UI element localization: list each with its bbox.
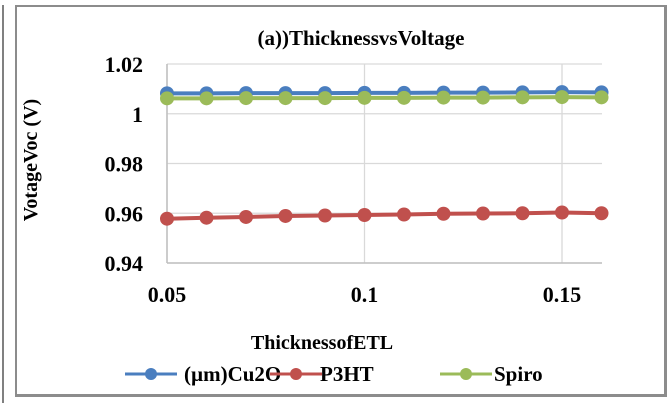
page-border-line [2,5,4,403]
data-point [436,206,451,221]
y-tick-label: 0.96 [105,201,144,226]
data-point [594,90,609,105]
y-tick-label: 1 [132,102,143,127]
data-point [199,210,214,225]
legend-label: Spiro [494,362,543,386]
x-tick-label: 0.15 [543,282,582,307]
legend-label: P3HT [320,362,374,386]
legend-item: P3HT [270,362,374,386]
data-point [278,208,293,223]
x-axis-label: ThicknessofETL [251,332,393,354]
data-point [318,91,332,106]
series-line [167,90,602,96]
legend-marker [145,368,157,380]
data-point [515,90,530,105]
series-p3ht [160,205,609,226]
data-point [397,207,411,222]
y-tick-labels: 0.94 0.96 0.98 1 1.02 [105,52,144,276]
y-tick-label: 0.94 [105,251,144,276]
data-point [436,90,451,105]
x-tick-labels: 0.05 0.1 0.15 [148,282,582,307]
chart-frame [15,5,667,397]
legend-item: Spiro [440,362,543,386]
chart-title: (a))ThicknessvsVoltage [258,26,465,50]
series-line [167,95,602,101]
data-point [476,206,490,221]
data-point [239,91,253,106]
data-point [397,90,411,105]
data-point [555,90,569,105]
data-point [318,208,332,223]
legend: (µm)Cu2O P3HT Spiro [125,362,543,386]
data-point [515,206,530,221]
legend-item: (µm)Cu2O [125,362,281,386]
data-point [476,90,490,105]
y-axis-label: VotageVoc (V) [20,99,42,221]
data-point [160,211,174,226]
data-point [555,205,569,220]
data-point [160,91,174,106]
x-tick-label: 0.05 [148,282,187,307]
data-point [278,91,293,106]
y-tick-label: 1.02 [105,52,144,77]
series-group [160,85,609,226]
data-point [357,207,372,222]
series-spiro [160,90,609,106]
legend-marker [460,368,472,380]
y-tick-label: 0.98 [105,152,144,177]
data-point [199,91,214,106]
x-tick-label: 0.1 [351,282,379,307]
data-point [239,209,253,224]
data-point [594,206,609,221]
legend-label: (µm)Cu2O [184,362,281,386]
legend-marker [290,368,302,380]
data-point [357,90,372,105]
